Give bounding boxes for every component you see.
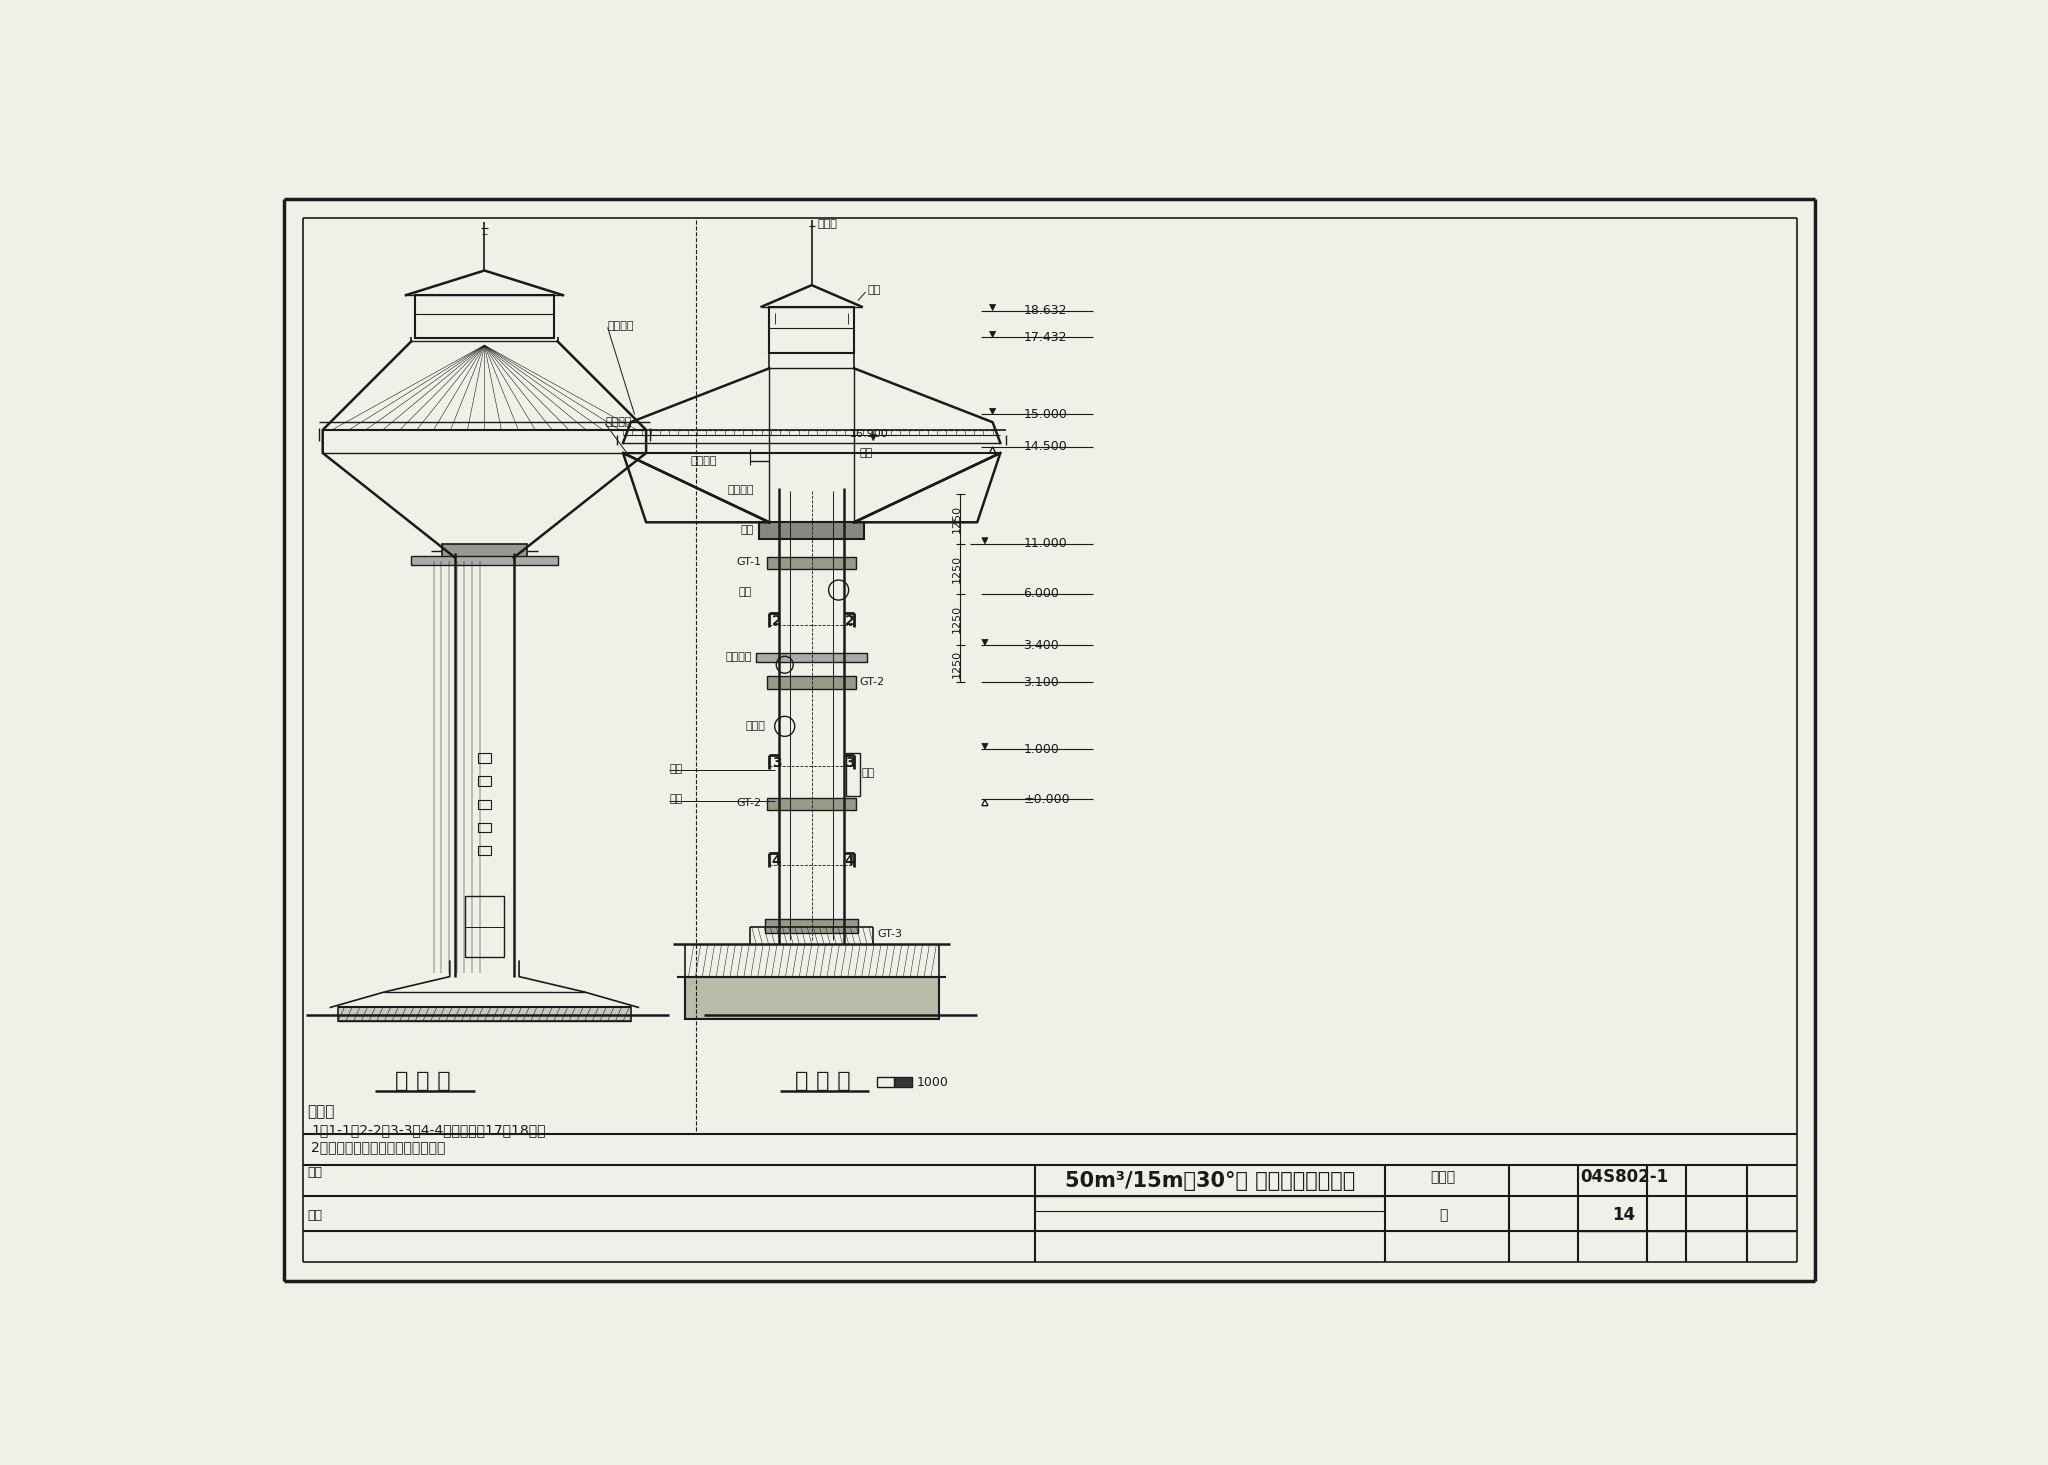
- Polygon shape: [870, 435, 877, 441]
- Bar: [768, 677, 856, 689]
- Text: GT-2: GT-2: [860, 677, 885, 687]
- Text: 归案: 归案: [307, 1209, 322, 1222]
- Bar: [416, 294, 553, 337]
- Text: 2: 2: [844, 614, 854, 628]
- Text: 审核: 审核: [307, 1166, 322, 1179]
- Bar: [442, 544, 526, 558]
- Text: 说明：: 说明：: [307, 1103, 334, 1119]
- Text: 6.000: 6.000: [1024, 587, 1059, 601]
- Text: 1250: 1250: [952, 650, 963, 678]
- Text: 1250: 1250: [952, 554, 963, 583]
- Text: 14: 14: [1612, 1206, 1636, 1225]
- Text: GT-2: GT-2: [737, 798, 762, 809]
- Polygon shape: [989, 331, 995, 337]
- Polygon shape: [981, 743, 987, 750]
- Text: 11.000: 11.000: [1024, 538, 1067, 551]
- Text: ±0.000: ±0.000: [1024, 793, 1069, 806]
- Text: 气窗: 气窗: [866, 284, 881, 294]
- Bar: [338, 1008, 631, 1021]
- Bar: [479, 753, 492, 763]
- Polygon shape: [981, 639, 987, 646]
- Bar: [877, 1077, 911, 1087]
- Text: 3.100: 3.100: [1024, 675, 1059, 689]
- Text: 支筒: 支筒: [739, 586, 752, 596]
- Text: 立 面 图: 立 面 图: [395, 1071, 451, 1090]
- Text: 50m³/15m（30°） 水塔立面、劑面图: 50m³/15m（30°） 水塔立面、劑面图: [1065, 1171, 1356, 1191]
- Text: 1000: 1000: [918, 1077, 948, 1090]
- Text: 围墙: 围墙: [862, 768, 874, 778]
- Bar: [766, 919, 858, 933]
- Text: 3.400: 3.400: [1024, 639, 1059, 652]
- Text: 2: 2: [772, 614, 782, 628]
- Text: 人井平台: 人井平台: [690, 456, 717, 466]
- Text: 1250: 1250: [952, 504, 963, 532]
- Text: 集水: 集水: [670, 763, 682, 774]
- Polygon shape: [895, 1077, 911, 1087]
- Bar: [479, 776, 492, 785]
- Bar: [846, 753, 860, 795]
- Text: 采光窗: 采光窗: [745, 721, 766, 731]
- Bar: [768, 557, 856, 570]
- Bar: [756, 653, 866, 662]
- Text: 避雷针: 避雷针: [817, 218, 838, 229]
- Text: 16.900: 16.900: [850, 429, 889, 438]
- Text: 1250: 1250: [952, 605, 963, 633]
- Bar: [770, 306, 854, 353]
- Text: 人井: 人井: [860, 448, 872, 459]
- Bar: [465, 895, 504, 957]
- Text: 14.500: 14.500: [1024, 441, 1067, 453]
- Text: 休息平台: 休息平台: [725, 652, 752, 662]
- Text: 1．1-1、2-2、3-3、4-4劑面详见第17、18页。: 1．1-1、2-2、3-3、4-4劑面详见第17、18页。: [311, 1124, 545, 1138]
- Polygon shape: [989, 409, 995, 415]
- Text: 3: 3: [844, 756, 854, 769]
- Text: 2．图示劑立面均展现洗水筒方案。: 2．图示劑立面均展现洗水筒方案。: [311, 1141, 446, 1154]
- Text: 04S802-1: 04S802-1: [1579, 1168, 1667, 1185]
- Text: 17.432: 17.432: [1024, 331, 1067, 344]
- Polygon shape: [989, 447, 995, 453]
- Bar: [479, 823, 492, 832]
- Text: 1.000: 1.000: [1024, 743, 1059, 756]
- Text: 水箱下壳: 水箱下壳: [727, 485, 754, 495]
- Polygon shape: [981, 538, 987, 544]
- Text: 劑 面 图: 劑 面 图: [795, 1071, 852, 1090]
- Text: 3: 3: [772, 756, 780, 769]
- Text: 墩头: 墩头: [741, 524, 754, 535]
- Text: 页: 页: [1440, 1209, 1448, 1222]
- Bar: [479, 800, 492, 809]
- Text: 4: 4: [844, 854, 854, 869]
- Text: 水箱上壳: 水箱上壳: [608, 321, 635, 331]
- Bar: [760, 523, 864, 539]
- Text: GT-1: GT-1: [737, 557, 762, 567]
- Text: 15.000: 15.000: [1024, 407, 1067, 420]
- Bar: [768, 798, 856, 810]
- Text: 水箱下壳: 水箱下壳: [606, 418, 633, 428]
- Text: GT-3: GT-3: [877, 929, 901, 939]
- Text: 4: 4: [772, 854, 782, 869]
- Bar: [684, 977, 938, 1020]
- Text: 图集号: 图集号: [1430, 1169, 1456, 1184]
- Polygon shape: [981, 800, 987, 806]
- Text: 基础: 基础: [670, 794, 682, 804]
- Bar: [479, 845, 492, 856]
- Bar: [412, 557, 557, 565]
- Polygon shape: [989, 305, 995, 311]
- Text: 18.632: 18.632: [1024, 305, 1067, 316]
